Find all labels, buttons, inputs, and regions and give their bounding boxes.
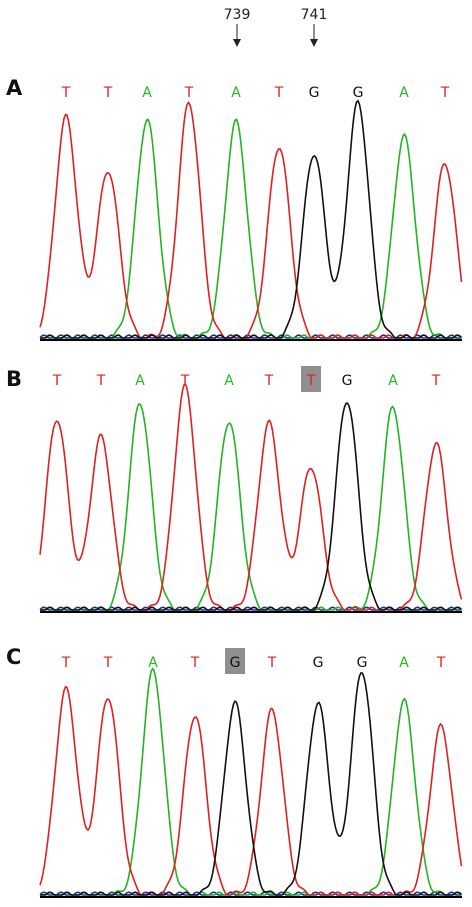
base-call-A: A — [148, 655, 158, 671]
base-call-T: T — [431, 373, 441, 389]
base-call-T: T — [61, 655, 71, 671]
base-call-G: G — [309, 85, 320, 101]
position-arrow-head-741 — [310, 39, 318, 47]
trace-T — [39, 383, 463, 611]
panel-label-B: B — [6, 367, 22, 391]
trace-A — [40, 118, 462, 339]
base-call-T: T — [436, 655, 446, 671]
trace-A — [40, 402, 462, 611]
panel-label-A: A — [6, 76, 23, 100]
base-call-A: A — [399, 85, 409, 101]
trace-G — [40, 671, 463, 896]
base-call-A: A — [224, 373, 234, 389]
position-arrow-head-739 — [233, 39, 241, 47]
panel-label-C: C — [6, 645, 21, 669]
base-call-T: T — [61, 85, 71, 101]
base-call-T: T — [180, 373, 190, 389]
base-call-A: A — [142, 85, 152, 101]
base-call-G: G — [342, 373, 353, 389]
base-call-T: T — [184, 85, 194, 101]
base-call-A: A — [135, 373, 145, 389]
base-call-G: G — [313, 655, 324, 671]
base-call-T: T — [103, 655, 113, 671]
highlighted-base-box — [225, 648, 245, 674]
base-call-A: A — [388, 373, 398, 389]
base-call-T: T — [267, 655, 277, 671]
base-call-T: T — [190, 655, 200, 671]
base-call-T: T — [440, 85, 450, 101]
base-call-T: T — [96, 373, 106, 389]
base-call-G: G — [357, 655, 368, 671]
base-call-G: G — [353, 85, 364, 101]
position-label-739: 739 — [224, 7, 251, 23]
base-call-T: T — [103, 85, 113, 101]
position-label-741: 741 — [301, 7, 328, 23]
base-call-T: T — [264, 373, 274, 389]
base-call-T: T — [306, 373, 316, 389]
base-call-T: T — [274, 85, 284, 101]
trace-T — [39, 685, 463, 896]
base-call-G: G — [230, 655, 241, 671]
highlighted-base-box — [301, 366, 321, 392]
base-call-T: T — [52, 373, 62, 389]
base-call-A: A — [231, 85, 241, 101]
trace-G — [40, 99, 463, 339]
trace-T — [39, 101, 463, 339]
trace-G — [40, 402, 463, 611]
base-call-A: A — [399, 655, 409, 671]
